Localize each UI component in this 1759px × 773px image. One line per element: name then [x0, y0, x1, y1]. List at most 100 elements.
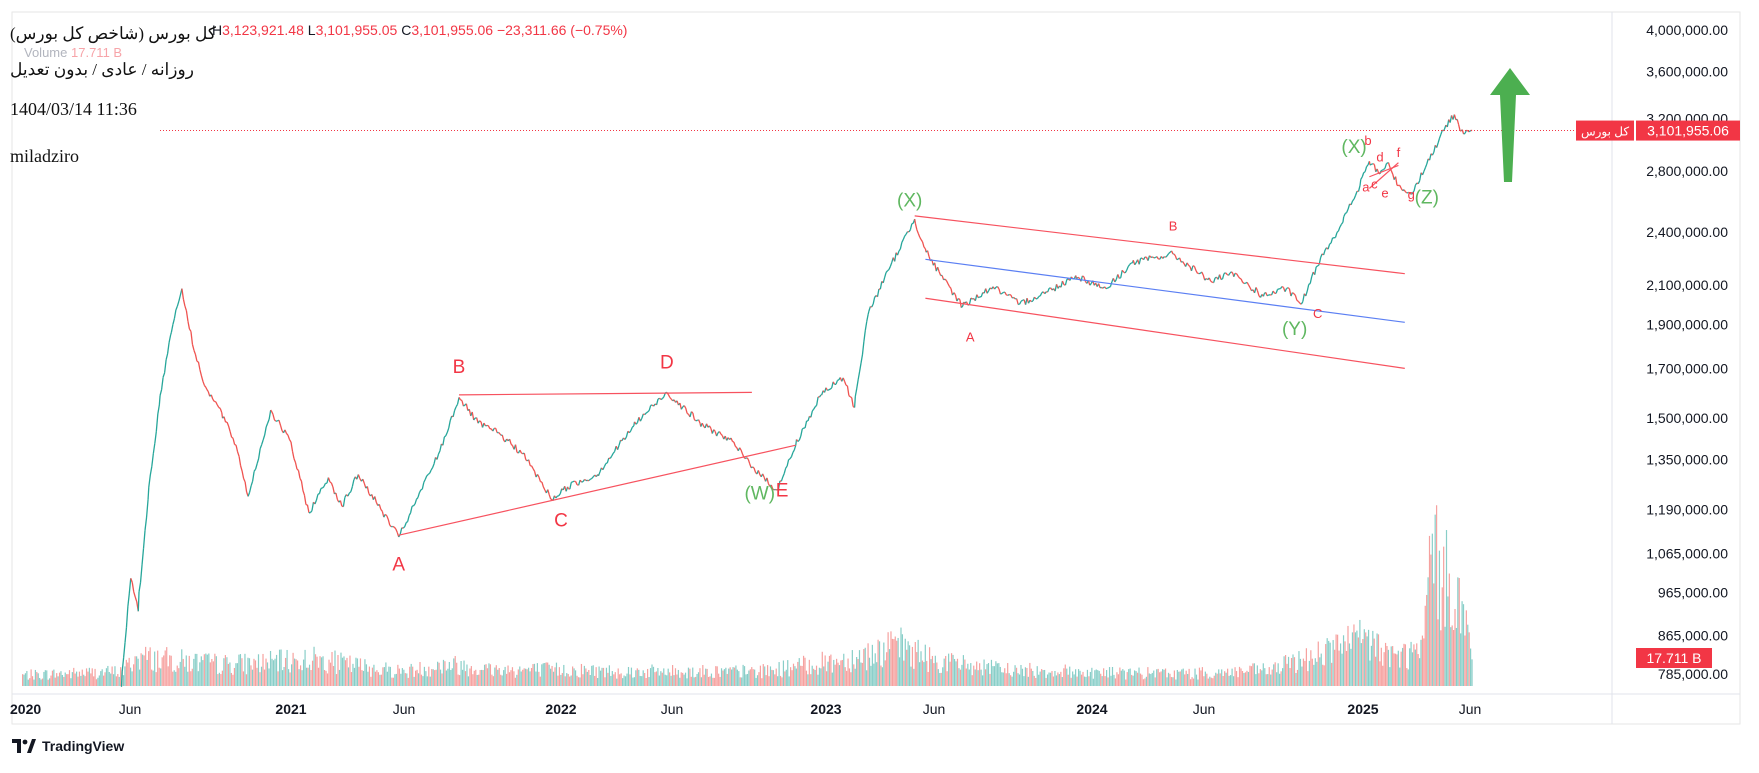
volume-bar: [345, 660, 346, 686]
price-segment: [159, 395, 160, 405]
up-arrow-icon[interactable]: [1490, 68, 1530, 182]
volume-bar: [671, 676, 672, 686]
price-segment: [251, 481, 253, 486]
price-segment: [820, 395, 821, 397]
volume-bar: [1084, 677, 1085, 686]
volume-bar: [210, 662, 211, 686]
wave-label[interactable]: d: [1376, 149, 1383, 164]
price-segment: [122, 658, 123, 672]
wave-label[interactable]: (X): [1341, 137, 1366, 158]
wave-label[interactable]: e: [1381, 185, 1388, 200]
volume-bar: [1356, 631, 1357, 686]
volume-bar: [886, 652, 887, 686]
wave-label[interactable]: C: [554, 510, 568, 531]
y-tick-label: 965,000.00: [1658, 584, 1728, 600]
volume-bar: [1450, 627, 1451, 686]
volume-bar: [1171, 677, 1172, 686]
channel-upper-line[interactable]: [915, 216, 1405, 274]
symbol-title: کل بورس (شاخص کل بورس): [10, 24, 216, 44]
price-segment: [948, 284, 949, 287]
volume-bar: [138, 659, 139, 686]
volume-bar: [1131, 675, 1132, 686]
price-segment: [1301, 302, 1302, 304]
volume-bar: [35, 670, 36, 686]
price-segment: [1384, 168, 1385, 169]
volume-bar: [328, 660, 329, 686]
price-segment: [260, 445, 262, 449]
volume-bar: [1116, 672, 1117, 686]
volume-bar: [1392, 646, 1393, 686]
volume-bar: [789, 676, 790, 686]
price-segment: [150, 466, 152, 474]
channel-lower-line[interactable]: [925, 298, 1404, 368]
volume-bar: [1344, 641, 1345, 686]
triangle-lower-line[interactable]: [399, 445, 796, 535]
price-segment: [631, 427, 632, 431]
tradingview-logo[interactable]: TradingView: [12, 738, 124, 754]
volume-bar: [995, 661, 996, 686]
volume-bar: [689, 669, 690, 686]
volume-bar: [743, 665, 744, 686]
wave-label[interactable]: (X): [897, 191, 922, 212]
price-segment: [607, 458, 608, 463]
volume-bar: [1269, 667, 1270, 686]
price-segment: [1330, 243, 1331, 244]
volume-bar: [975, 669, 976, 686]
volume-bar: [378, 672, 379, 686]
price-segment: [556, 496, 557, 498]
price-segment: [393, 527, 394, 528]
volume-bar: [1230, 675, 1231, 686]
wave-label[interactable]: c: [1371, 176, 1378, 191]
volume-bar: [857, 659, 858, 686]
volume-bar: [1251, 666, 1252, 686]
price-segment: [422, 482, 423, 489]
volume-bar: [1237, 677, 1238, 686]
wave-label[interactable]: B: [1169, 218, 1178, 233]
volume-bar: [145, 647, 146, 686]
volume-bar: [1200, 670, 1201, 686]
volume-bar: [522, 670, 523, 686]
channel-mid-line[interactable]: [925, 259, 1404, 322]
wave-label[interactable]: A: [392, 554, 405, 575]
price-segment: [286, 433, 288, 435]
volume-bar: [443, 660, 444, 686]
price-segment: [434, 457, 435, 463]
wave-label[interactable]: f: [1397, 145, 1401, 160]
wave-label[interactable]: (Y): [1282, 319, 1307, 340]
price-segment: [144, 530, 146, 548]
volume-bar: [333, 666, 334, 686]
wave-label[interactable]: (W): [744, 484, 775, 505]
volume-bar: [727, 674, 728, 686]
wave-label[interactable]: E: [776, 480, 789, 501]
volume-bar: [327, 673, 328, 686]
volume-bar: [1388, 650, 1389, 686]
wave-label[interactable]: B: [453, 357, 466, 378]
volume-bar: [1194, 669, 1195, 686]
wave-label[interactable]: (Z): [1415, 187, 1439, 208]
price-segment: [484, 423, 485, 426]
price-segment: [798, 440, 799, 441]
price-segment: [1020, 301, 1021, 304]
wave-label[interactable]: A: [966, 329, 975, 344]
price-segment: [923, 242, 924, 247]
wave-label[interactable]: C: [1313, 306, 1322, 321]
y-tick-label: 2,400,000.00: [1646, 224, 1728, 240]
price-segment: [1144, 257, 1145, 260]
volume-bar: [1001, 672, 1002, 686]
volume-bar: [366, 664, 367, 686]
volume-bar: [1016, 668, 1017, 686]
volume-bar: [738, 671, 739, 686]
wave-label[interactable]: D: [660, 352, 674, 373]
x-tick-label: 2024: [1076, 701, 1107, 717]
price-segment: [496, 428, 497, 432]
wave-label[interactable]: a: [1362, 179, 1370, 194]
triangle-upper-line[interactable]: [459, 392, 752, 394]
volume-bar: [1196, 675, 1197, 686]
wave-label[interactable]: b: [1364, 133, 1371, 148]
volume-bar: [1353, 624, 1354, 686]
price-segment: [183, 299, 185, 306]
volume-legend: Volume 17.711 B: [24, 45, 122, 60]
volume-bar: [186, 655, 187, 686]
